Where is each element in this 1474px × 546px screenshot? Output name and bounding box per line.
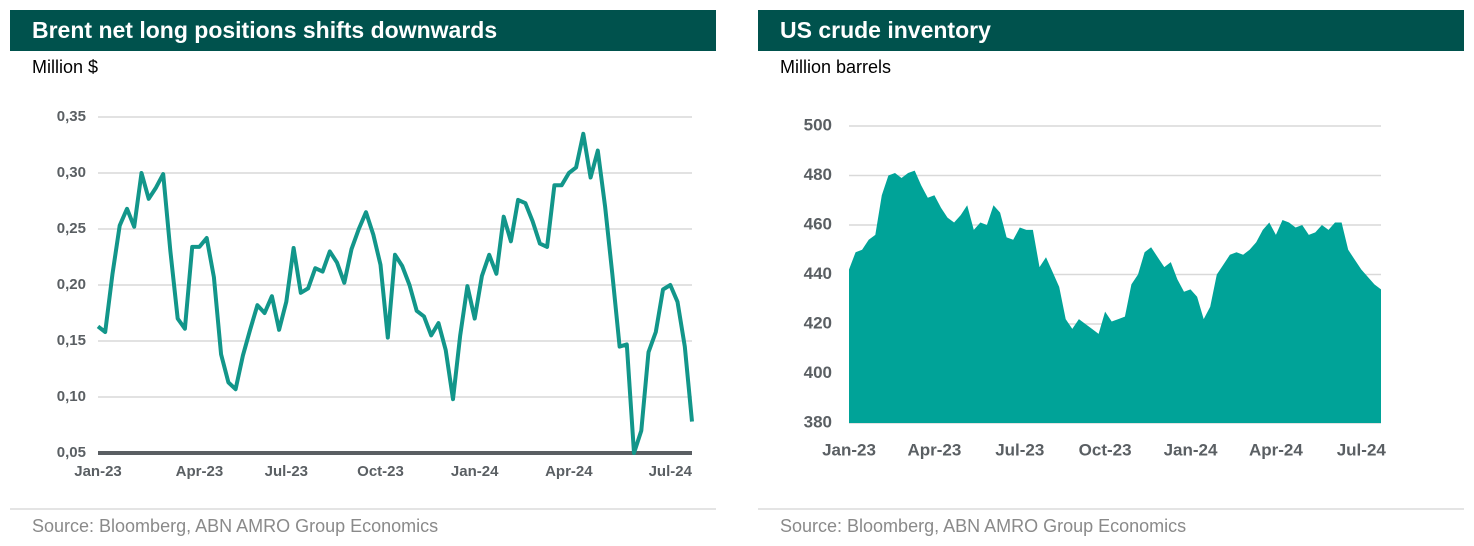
header-bar (758, 10, 1464, 51)
line (96, 131, 694, 455)
y-tick-label: 0,35 (57, 108, 86, 125)
x-tick-label: Apr-24 (545, 463, 593, 480)
y-tick-label: 0,10 (57, 388, 86, 405)
y-axis-label: Million barrels (780, 57, 891, 77)
x-tick-label: Jul-23 (265, 463, 308, 480)
x-tick-label: Oct-23 (357, 463, 404, 480)
chart-title: US crude inventory (780, 17, 991, 43)
y-tick-label: 400 (804, 363, 832, 382)
header-bar (10, 10, 716, 51)
y-tick-label: 420 (804, 313, 832, 332)
x-tick-label: Jan-23 (822, 440, 876, 459)
y-tick-label: 380 (804, 412, 832, 431)
source: Source: Bloomberg, ABN AMRO Group Econom… (32, 516, 438, 536)
y-tick-label: 460 (804, 214, 832, 233)
x-tick-label: Jul-24 (1337, 440, 1387, 459)
y-tick-label: 0,25 (57, 220, 86, 237)
y-axis-label: Million $ (32, 57, 98, 77)
y-tick-label: 0,05 (57, 444, 86, 461)
y-tick-label: 440 (804, 264, 832, 283)
area (849, 170, 1381, 423)
y-tick-label: 500 (804, 115, 832, 134)
y-tick-label: 0,20 (57, 276, 86, 293)
y-tick-label: 480 (804, 165, 832, 184)
x-tick-label: Jan-24 (451, 463, 499, 480)
x-tick-label: Apr-24 (1249, 440, 1303, 459)
source: Source: Bloomberg, ABN AMRO Group Econom… (780, 516, 1186, 536)
x-tick-label: Apr-23 (176, 463, 224, 480)
x-tick-label: Apr-23 (907, 440, 961, 459)
x-tick-label: Jul-23 (995, 440, 1044, 459)
x-tick-label: Jan-23 (74, 463, 122, 480)
x-tick-label: Oct-23 (1079, 440, 1132, 459)
chart-title: Brent net long positions shifts downward… (32, 17, 497, 43)
x-tick-label: Jul-24 (649, 463, 693, 480)
y-tick-label: 0,15 (57, 332, 86, 349)
y-tick-label: 0,30 (57, 164, 86, 181)
x-tick-label: Jan-24 (1164, 440, 1218, 459)
